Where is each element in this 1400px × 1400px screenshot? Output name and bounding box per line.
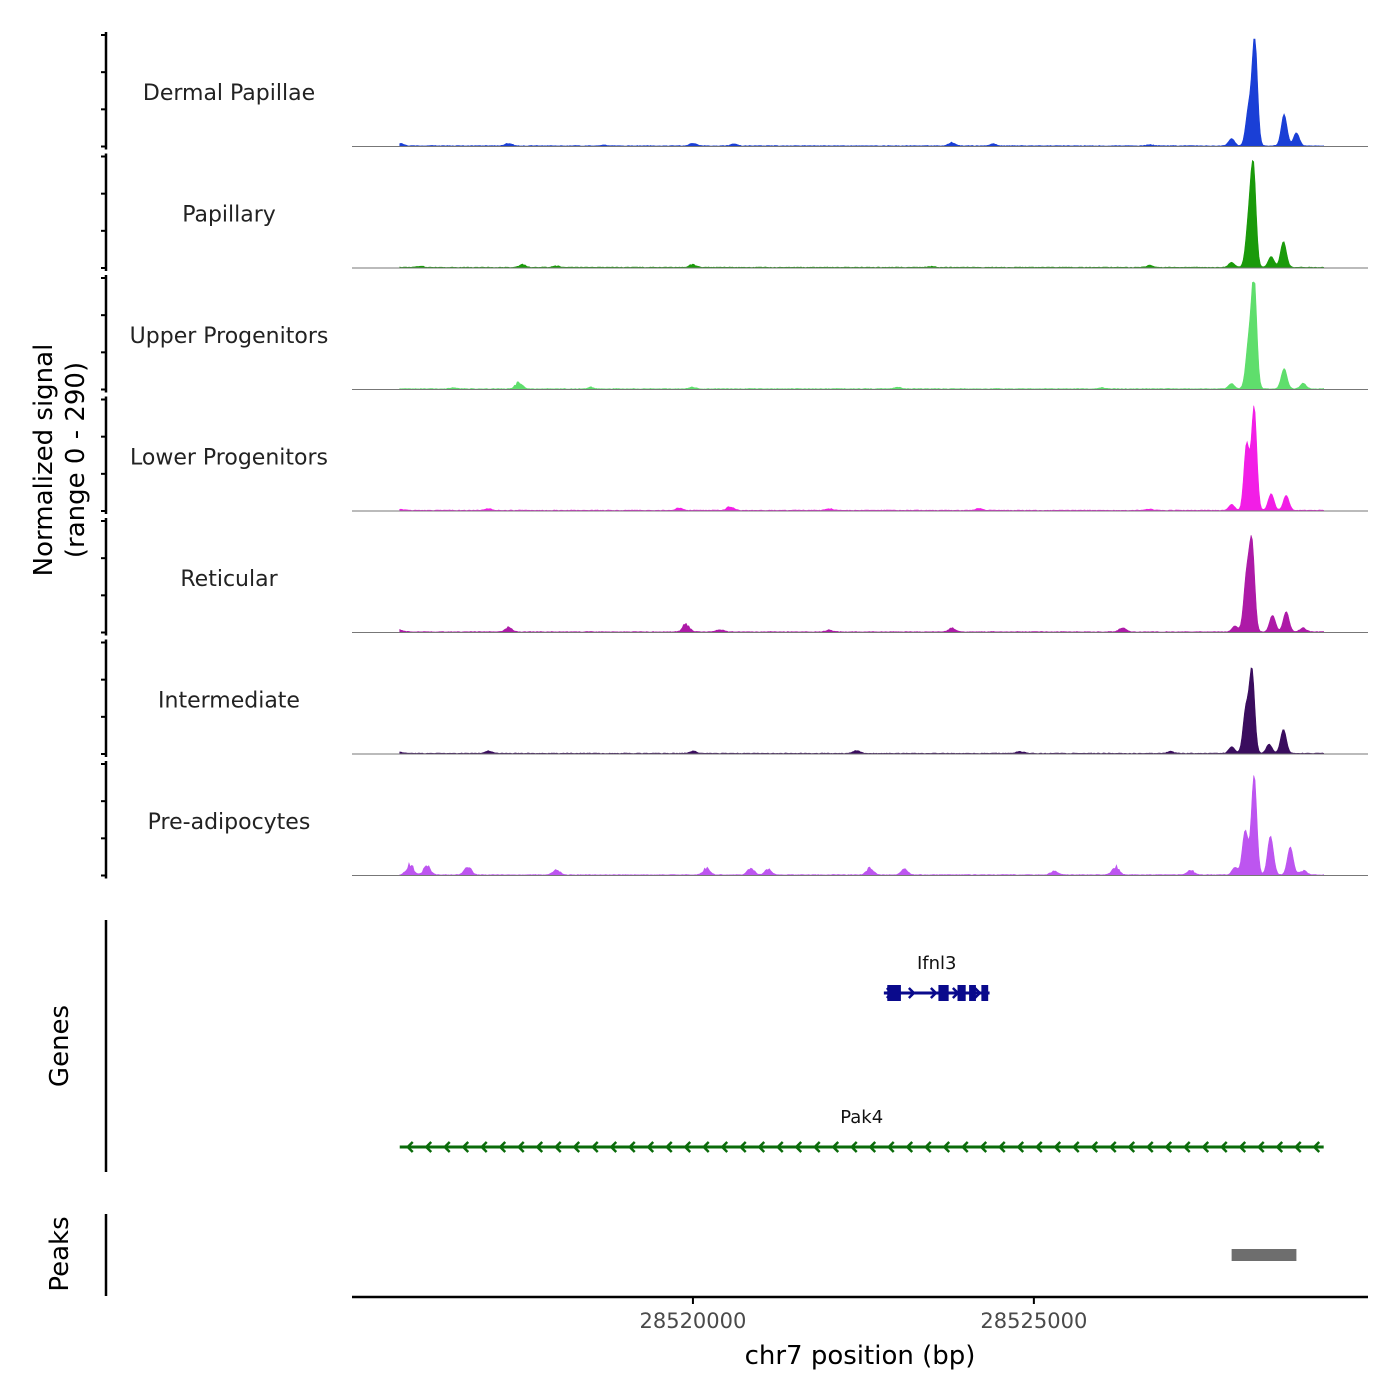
track-signal-area bbox=[399, 535, 1324, 633]
gene-strand-arrow bbox=[646, 1141, 655, 1153]
gene-strand-arrow bbox=[553, 1141, 562, 1153]
gene-strand-arrow bbox=[590, 1141, 599, 1153]
gene-strand-arrow bbox=[1182, 1141, 1191, 1153]
gene-strand-arrow bbox=[424, 1141, 433, 1153]
gene-strand-arrow bbox=[479, 1141, 488, 1153]
x-axis: 28520000 28525000 bbox=[352, 1295, 1368, 1333]
track-signal-area bbox=[399, 405, 1324, 512]
track-label: Upper Progenitors bbox=[130, 324, 329, 349]
gene-strand-arrow bbox=[683, 1141, 692, 1153]
gene-label: Ifnl3 bbox=[917, 953, 957, 974]
x-axis-title: chr7 position (bp) bbox=[745, 1341, 976, 1371]
gene-strand-arrow bbox=[738, 1141, 747, 1153]
y-axis-title-line2: (range 0 - 290) bbox=[61, 362, 91, 558]
gene-exon bbox=[981, 985, 989, 1001]
gene-strand-arrow bbox=[775, 1141, 784, 1153]
gene-exon bbox=[969, 985, 976, 1001]
gene-strand-arrow bbox=[1016, 1141, 1025, 1153]
gene-strand-arrow bbox=[1034, 1141, 1043, 1153]
gene-strand-arrow bbox=[812, 1141, 821, 1153]
gene-strand-arrow bbox=[535, 1141, 544, 1153]
gene-ifnl3: Ifnl3 bbox=[883, 953, 990, 1001]
gene-strand-arrow bbox=[849, 1141, 858, 1153]
x-tick-label: 28520000 bbox=[639, 1309, 746, 1333]
x-tick-label: 28525000 bbox=[980, 1309, 1087, 1333]
gene-strand-arrow bbox=[1275, 1141, 1284, 1153]
gene-exon bbox=[957, 985, 966, 1001]
gene-strand-arrow bbox=[627, 1141, 636, 1153]
track-papillary: Papillary bbox=[101, 153, 1368, 271]
track-signal-area bbox=[399, 667, 1324, 755]
gene-strand-arrow bbox=[664, 1141, 673, 1153]
track-signal-area bbox=[399, 775, 1324, 876]
peak-region bbox=[1231, 1249, 1297, 1261]
gene-strand-arrow bbox=[1053, 1141, 1062, 1153]
gene-strand-arrow bbox=[461, 1141, 470, 1153]
gene-strand-arrow bbox=[701, 1141, 710, 1153]
gene-strand-arrow bbox=[1164, 1141, 1173, 1153]
gene-strand-arrow bbox=[979, 1141, 988, 1153]
gene-strand-arrow bbox=[1071, 1141, 1080, 1153]
coverage-tracks: Dermal Papillae Papillary Upper Progenitor… bbox=[101, 32, 1368, 879]
track-lower-progenitors: Lower Progenitors bbox=[101, 396, 1368, 514]
gene-label: Pak4 bbox=[840, 1107, 883, 1128]
gene-strand-arrow bbox=[794, 1141, 803, 1153]
gene-strand-arrow bbox=[886, 1141, 895, 1153]
y-axis-title-line1: Normalized signal bbox=[29, 344, 59, 577]
gene-strand-arrow bbox=[907, 987, 916, 999]
gene-strand-arrow bbox=[609, 1141, 618, 1153]
gene-strand-arrow bbox=[1238, 1141, 1247, 1153]
track-label: Papillary bbox=[182, 203, 276, 228]
gene-strand-arrow bbox=[720, 1141, 729, 1153]
track-label: Dermal Papillae bbox=[143, 81, 315, 106]
gene-strand-arrow bbox=[1108, 1141, 1117, 1153]
track-label: Lower Progenitors bbox=[130, 446, 328, 471]
gene-strand-arrow bbox=[516, 1141, 525, 1153]
gene-strand-arrow bbox=[1312, 1141, 1321, 1153]
gene-strand-arrow bbox=[1201, 1141, 1210, 1153]
gene-strand-arrow bbox=[973, 987, 982, 999]
track-label: Pre-adipocytes bbox=[148, 810, 311, 835]
gene-strand-arrow bbox=[442, 1141, 451, 1153]
peaks-axis-title: Peaks bbox=[45, 1216, 75, 1291]
gene-exon bbox=[887, 985, 901, 1001]
gene-exon bbox=[938, 985, 949, 1001]
track-upper-progenitors: Upper Progenitors bbox=[101, 275, 1368, 393]
gene-strand-arrow bbox=[757, 1141, 766, 1153]
gene-strand-arrow bbox=[929, 987, 938, 999]
gene-strand-arrow bbox=[498, 1141, 507, 1153]
track-label: Intermediate bbox=[158, 689, 300, 714]
gene-pak4: Pak4 bbox=[399, 1107, 1324, 1153]
gene-strand-arrow bbox=[942, 1141, 951, 1153]
track-dermal-papillae: Dermal Papillae bbox=[101, 32, 1368, 150]
gene-strand-arrow bbox=[1219, 1141, 1228, 1153]
gene-strand-arrow bbox=[868, 1141, 877, 1153]
gene-strand-arrow bbox=[1256, 1141, 1265, 1153]
gene-strand-arrow bbox=[1293, 1141, 1302, 1153]
gene-strand-arrow bbox=[1090, 1141, 1099, 1153]
gene-strand-arrow bbox=[960, 1141, 969, 1153]
gene-strand-arrow bbox=[923, 1141, 932, 1153]
peaks-panel bbox=[104, 1214, 1297, 1296]
track-label: Reticular bbox=[180, 567, 278, 592]
gene-strand-arrow bbox=[572, 1141, 581, 1153]
gene-strand-arrow bbox=[405, 1141, 414, 1153]
track-signal-area bbox=[399, 38, 1324, 147]
track-pre-adipocytes: Pre-adipocytes bbox=[101, 761, 1368, 879]
track-reticular: Reticular bbox=[101, 518, 1368, 636]
genes-panel: Ifnl3 Pak4 bbox=[104, 920, 1324, 1172]
gene-strand-arrow bbox=[1145, 1141, 1154, 1153]
track-signal-area bbox=[399, 281, 1324, 390]
track-intermediate: Intermediate bbox=[101, 639, 1368, 757]
gene-strand-arrow bbox=[905, 1141, 914, 1153]
gene-strand-arrow bbox=[1127, 1141, 1136, 1153]
genes-axis-title: Genes bbox=[45, 1005, 75, 1087]
track-signal-area bbox=[399, 159, 1324, 269]
gene-strand-arrow bbox=[831, 1141, 840, 1153]
gene-strand-arrow bbox=[997, 1141, 1006, 1153]
